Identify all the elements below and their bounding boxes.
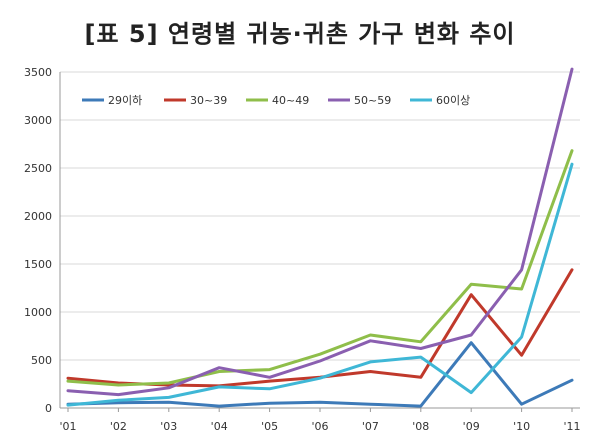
chart-title: [표 5] 연령별 귀농·귀촌 가구 변화 추이: [84, 20, 516, 48]
x-tick-label: '03: [160, 420, 177, 433]
y-tick-label: 3500: [24, 66, 52, 79]
legend-label: 50~59: [354, 94, 391, 107]
x-tick-label: '09: [463, 420, 480, 433]
x-tick-label: '05: [261, 420, 278, 433]
legend-label: 40~49: [272, 94, 309, 107]
series-line-3: [66, 149, 574, 387]
legend-label: 29이하: [108, 93, 142, 107]
legend-label: 30~39: [190, 94, 227, 107]
y-tick-label: 2500: [24, 162, 52, 175]
x-tick-label: '04: [211, 420, 228, 433]
x-tick-label: '01: [59, 420, 76, 433]
y-tick-label: 3000: [24, 114, 52, 127]
x-axis: '01 '02 '03 '04 '05 '06 '07 '08 '09 '10 '11: [59, 407, 581, 433]
legend-label: 60이상: [436, 94, 470, 107]
series-group: [66, 67, 574, 408]
y-tick-label: 2000: [24, 210, 52, 223]
series-line-4: [66, 67, 574, 397]
y-axis: 0 500 1000 1500 2000 2500 3000 3500: [24, 66, 61, 415]
x-tick-label: '02: [110, 420, 127, 433]
y-tick-label: 0: [45, 402, 52, 415]
x-tick-label: '08: [412, 420, 429, 433]
x-tick-label: '06: [311, 420, 328, 433]
x-tick-label: '07: [362, 420, 379, 433]
x-tick-label: '10: [513, 420, 530, 433]
y-tick-label: 1500: [24, 258, 52, 271]
legend: 29이하 30~39 40~49 50~59 60이상: [82, 93, 470, 107]
y-tick-label: 1000: [24, 306, 52, 319]
series-line-1: [66, 341, 574, 408]
x-tick-label: '11: [563, 420, 580, 433]
y-tick-label: 500: [31, 354, 52, 367]
series-line-5: [66, 162, 574, 407]
